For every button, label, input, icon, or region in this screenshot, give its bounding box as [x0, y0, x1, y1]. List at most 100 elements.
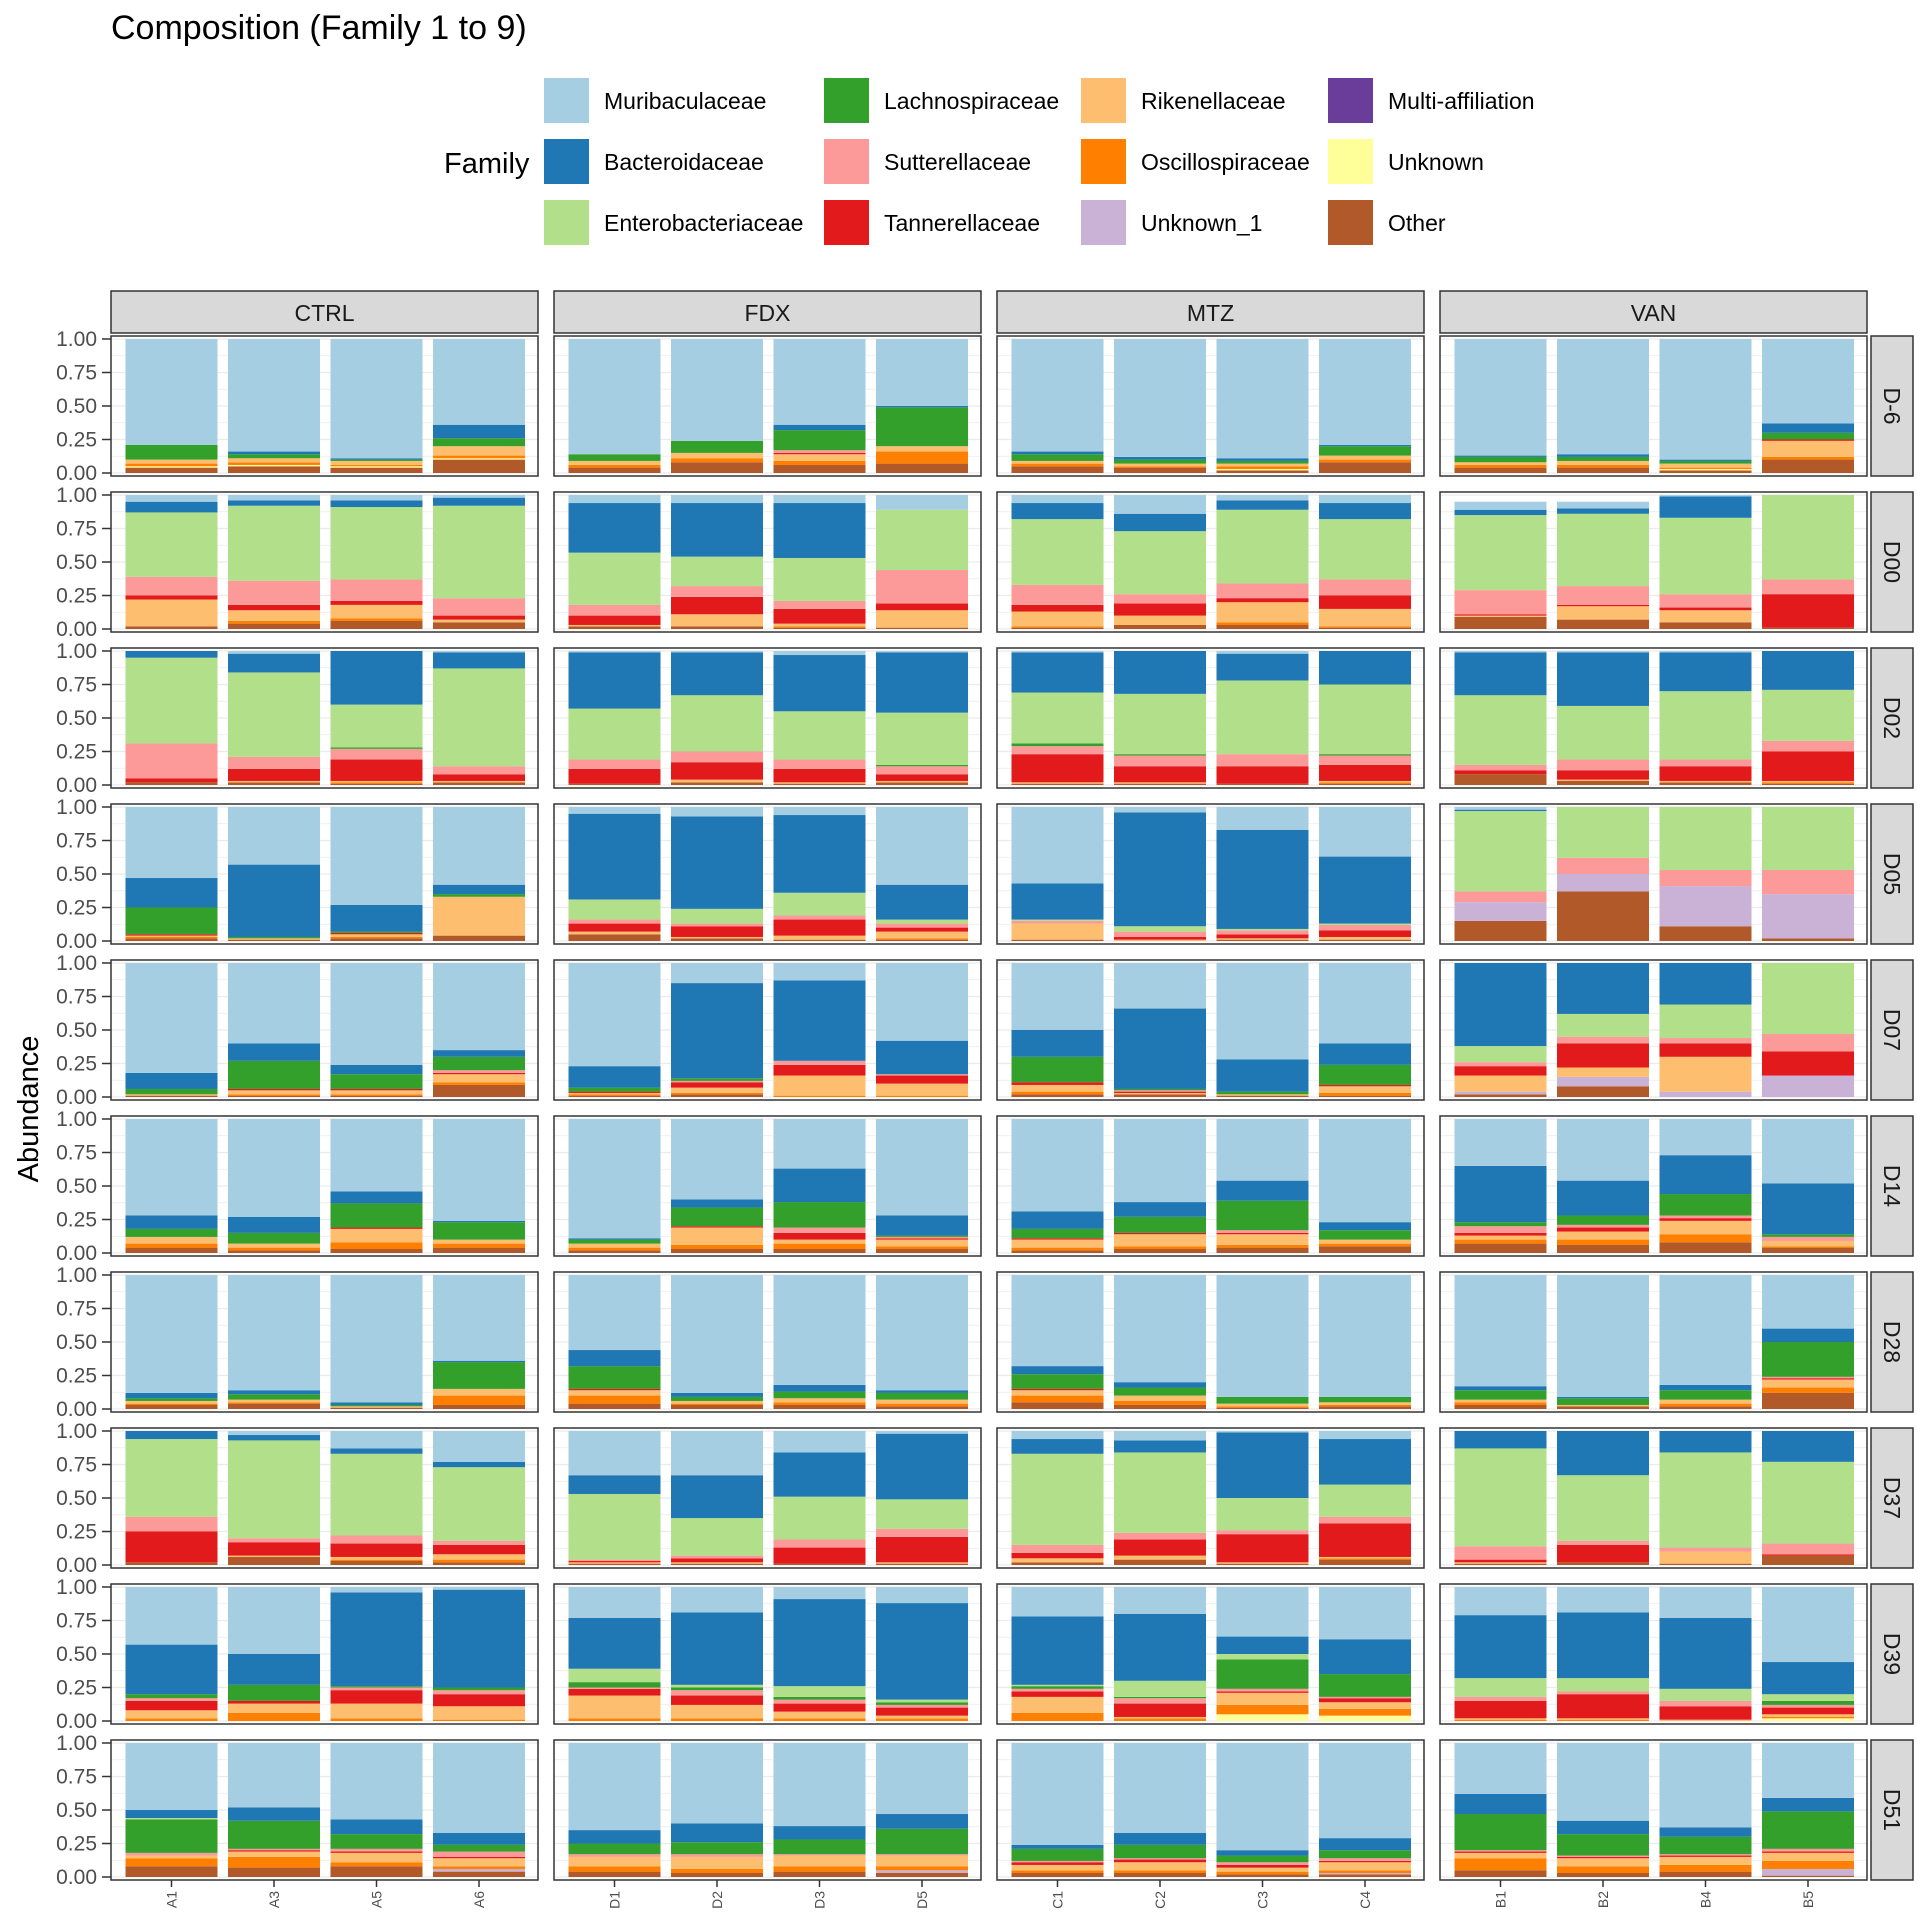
bar-segment-rikenellaceae — [1319, 936, 1411, 940]
legend-swatch-sutterellaceae — [824, 139, 869, 184]
panel-border — [110, 335, 539, 477]
bar-segment-sutterellaceae — [671, 1854, 763, 1857]
bar-segment-bacteroidaceae — [671, 983, 763, 1079]
bar-segment-rikenellaceae — [1114, 782, 1206, 784]
bar-segment-sutterellaceae — [1659, 759, 1752, 767]
bar-segment-sutterellaceae — [1011, 1544, 1104, 1553]
bar-segment-muribaculaceae — [228, 807, 320, 865]
bar-segment-rikenellaceae — [330, 1852, 423, 1863]
legend-label: Unknown — [1388, 149, 1484, 175]
bar-segment-other — [671, 1872, 763, 1877]
panel-border — [110, 1739, 539, 1881]
bar-segment-rikenellaceae — [671, 1087, 763, 1093]
bar-segment-sutterellaceae — [671, 1555, 763, 1559]
bar-segment-other — [568, 783, 661, 785]
bar-segment-muribaculaceae — [568, 1275, 661, 1351]
bar-segment-unknown-1 — [1319, 1872, 1411, 1875]
bar-segment-rikenellaceae — [330, 934, 423, 937]
bar-segment-sutterellaceae — [876, 1528, 968, 1537]
bar-segment-other — [568, 1871, 661, 1877]
bar-segment-tannerellaceae — [1454, 614, 1547, 616]
bar-segment-oscillospiraceae — [228, 1856, 320, 1868]
bar-segment-other — [876, 1406, 968, 1409]
bar-segment-bacteroidaceae — [1454, 1615, 1547, 1679]
bar-segment-sutterellaceae — [1659, 594, 1752, 608]
bar-segment-tannerellaceae — [671, 762, 763, 780]
panel-border — [996, 335, 1425, 477]
bar-segment-muribaculaceae — [1216, 963, 1309, 1060]
bar-segment-tannerellaceae — [773, 1703, 866, 1712]
bar-segment-rikenellaceae — [1454, 1718, 1547, 1720]
bar-segment-bacteroidaceae — [1114, 1440, 1206, 1453]
y-tick-label: 0.50 — [56, 1019, 97, 1042]
bar-segment-other — [1216, 624, 1309, 629]
bar-segment-rikenellaceae — [1659, 1719, 1752, 1721]
bar-segment-other — [1011, 783, 1104, 785]
bar-segment-other — [330, 620, 423, 629]
bar-segment-oscillospiraceae — [1319, 459, 1411, 463]
bar-segment-enterobacteriaceae — [1216, 928, 1309, 931]
bar-segment-rikenellaceae — [1454, 1399, 1547, 1403]
legend-label: Oscillospiraceae — [1141, 149, 1310, 175]
bar-segment-oscillospiraceae — [671, 1403, 763, 1405]
bar-segment-muribaculaceae — [1319, 1743, 1411, 1839]
bar-segment-tannerellaceae — [1011, 1388, 1104, 1391]
bar-segment-sutterellaceae — [568, 604, 661, 616]
panel-border — [1439, 1115, 1868, 1257]
bar-segment-tannerellaceae — [1216, 934, 1309, 939]
bar-segment-other — [330, 1095, 423, 1097]
bar-segment-muribaculaceae — [1216, 1119, 1309, 1181]
bar-segment-sutterellaceae — [1114, 931, 1206, 937]
bar-segment-enterobacteriaceae — [1659, 1004, 1752, 1039]
bar-segment-other — [671, 1094, 763, 1097]
bar-segment-oscillospiraceae — [1659, 1403, 1752, 1407]
bar-segment-enterobacteriaceae — [1762, 1694, 1854, 1701]
bar-segment-rikenellaceae — [1011, 782, 1104, 784]
panel-border — [553, 335, 982, 477]
bar-segment-rikenellaceae — [1557, 1067, 1649, 1077]
facet-strip-label: MTZ — [1187, 300, 1234, 326]
bar-segment-oscillospiraceae — [568, 1094, 661, 1096]
bar-segment-lachnospiraceae — [1011, 1686, 1104, 1689]
bar-segment-oscillospiraceae — [876, 451, 968, 464]
bar-segment-rikenellaceae — [330, 460, 423, 465]
bar-segment-muribaculaceae — [433, 1431, 525, 1462]
bar-segment-enterobacteriaceae — [125, 1818, 218, 1820]
bar-segment-rikenellaceae — [330, 1703, 423, 1719]
bar-segment-tannerellaceae — [1659, 1706, 1752, 1720]
bar-segment-other — [228, 1095, 320, 1097]
bar-segment-sutterellaceae — [1454, 1850, 1547, 1852]
bar-segment-tannerellaceae — [1011, 1691, 1104, 1697]
bar-segment-enterobacteriaceae — [1114, 926, 1206, 932]
bar-segment-rikenellaceae — [125, 935, 218, 937]
bar-segment-rikenellaceae — [1114, 939, 1206, 941]
bar-segment-muribaculaceae — [773, 1275, 866, 1385]
bar-segment-sutterellaceae — [433, 766, 525, 775]
bar-segment-bacteroidaceae — [228, 1390, 320, 1395]
bar-segment-muribaculaceae — [330, 495, 423, 501]
bar-segment-sutterellaceae — [876, 1074, 968, 1076]
bar-segment-oscillospiraceae — [228, 1712, 320, 1721]
bar-segment-muribaculaceae — [1557, 339, 1649, 455]
bar-segment-rikenellaceae — [876, 780, 968, 783]
bar-segment-lachnospiraceae — [1659, 1836, 1752, 1855]
bar-segment-rikenellaceae — [433, 446, 525, 456]
bar-segment-other — [568, 1563, 661, 1565]
bar-segment-bacteroidaceae — [330, 1819, 423, 1835]
bar-segment-tannerellaceae — [330, 1543, 423, 1557]
bar-segment-muribaculaceae — [773, 1743, 866, 1827]
bar-segment-other — [433, 782, 525, 785]
bar-segment-sutterellaceae — [433, 598, 525, 616]
bar-segment-other — [1557, 891, 1649, 941]
bar-segment-muribaculaceae — [568, 963, 661, 1067]
bar-segment-oscillospiraceae — [773, 1402, 866, 1405]
bar-segment-other — [1216, 1563, 1309, 1565]
bar-segment-enterobacteriaceae — [1011, 919, 1104, 921]
bar-segment-tannerellaceae — [876, 1075, 968, 1084]
bar-segment-sutterellaceae — [1762, 1236, 1854, 1241]
bar-segment-tannerellaceae — [1454, 1700, 1547, 1719]
bar-segment-tannerellaceae — [1762, 1554, 1854, 1556]
bar-segment-muribaculaceae — [1454, 1587, 1547, 1616]
bar-segment-lachnospiraceae — [1011, 1374, 1104, 1389]
bar-segment-bacteroidaceae — [671, 503, 763, 557]
